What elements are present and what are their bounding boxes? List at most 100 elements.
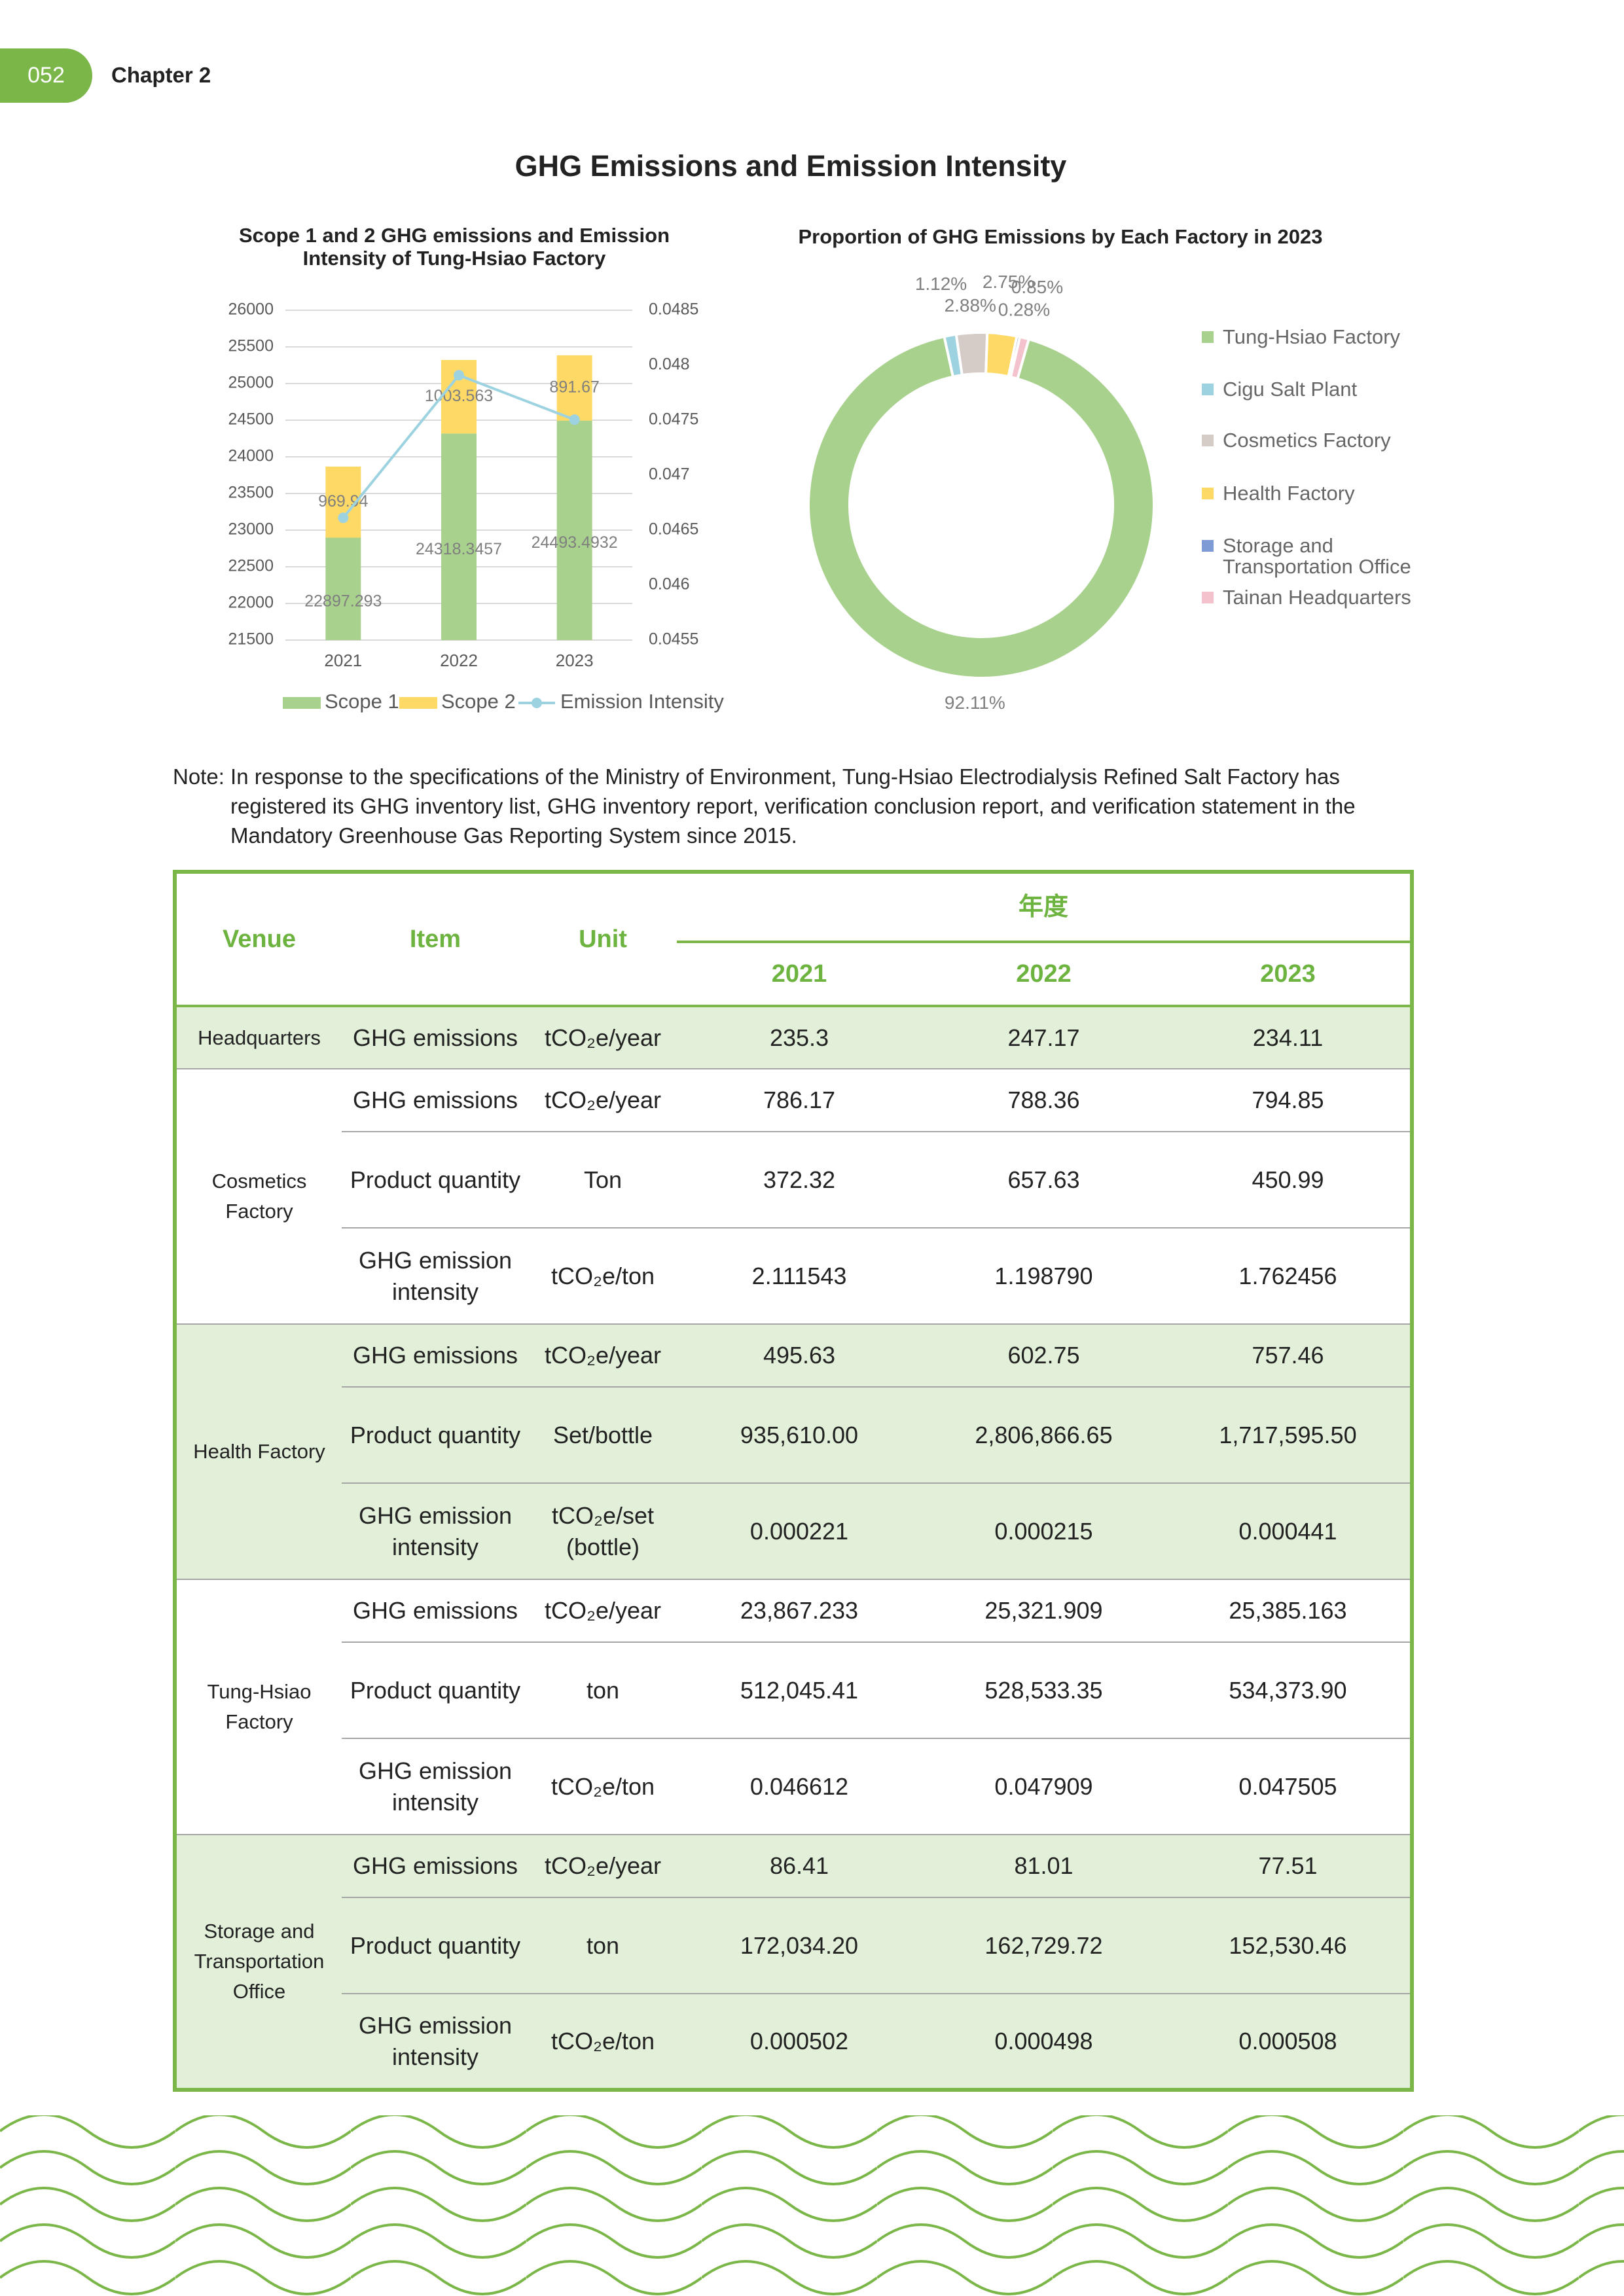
donut-slice	[807, 334, 1155, 679]
table-cell: tCO₂e/year	[529, 1579, 677, 1643]
venue-cell: Tung-Hsiao Factory	[175, 1579, 342, 1835]
table-cell: 794.85	[1166, 1069, 1412, 1132]
legend-label: Cosmetics Factory	[1223, 429, 1391, 452]
line-point	[569, 414, 580, 425]
table-cell: 1.762456	[1166, 1228, 1412, 1325]
table-cell: 0.000498	[922, 1994, 1166, 2090]
table-cell: 1.198790	[922, 1228, 1166, 1325]
table-cell: 0.046612	[677, 1738, 922, 1835]
table-cell: 0.000215	[922, 1483, 1166, 1580]
table-cell: 235.3	[677, 1006, 922, 1069]
table-cell: GHG emissions	[342, 1835, 529, 1898]
table-cell: tCO₂e/year	[529, 1069, 677, 1132]
data-label: 0.28%	[998, 300, 1050, 320]
legend-item: Tung-Hsiao Factory	[1202, 327, 1418, 348]
legend-label: Scope 1	[325, 690, 399, 713]
legend-swatch	[1202, 592, 1214, 603]
donut-slice	[1009, 335, 1031, 381]
table-row: Product quantity Set/bottle 935,610.00 2,80…	[175, 1387, 1412, 1484]
header-row: Venue Item Unit 年度	[175, 872, 1412, 1007]
data-label: 1.12%	[915, 274, 967, 294]
table-cell: 81.01	[922, 1835, 1166, 1898]
header-cell: 年度	[677, 872, 1412, 943]
legend-item: Health Factory	[1202, 483, 1418, 504]
legend-swatch	[399, 697, 437, 709]
y2-tick-label: 0.0465	[649, 520, 698, 539]
y2-tick-label: 0.0485	[649, 300, 698, 319]
table-cell: 2,806,866.65	[922, 1387, 1166, 1484]
table-cell: 0.047505	[1166, 1738, 1412, 1835]
table-row: GHG emission intensity tCO₂e/ton 0.046612 0…	[175, 1738, 1412, 1835]
chart-title: Proportion of GHG Emissions by Each Fact…	[798, 225, 1323, 248]
header-cell: Venue	[175, 872, 342, 1007]
y2-tick-label: 0.047	[649, 465, 690, 484]
table-cell: 450.99	[1166, 1132, 1412, 1229]
legend-swatch	[283, 697, 321, 709]
legend-label: Storage and Transportation Office	[1223, 534, 1411, 578]
data-label: 2.75%	[983, 272, 1034, 292]
table-cell: GHG emission intensity	[342, 1738, 529, 1835]
table-cell: 152,530.46	[1166, 1897, 1412, 1994]
table-cell: tCO₂e/ton	[529, 1738, 677, 1835]
table-row: Product quantity ton 512,045.41 528,533.35 5…	[175, 1642, 1412, 1739]
legend-label: Health Factory	[1223, 482, 1355, 505]
header-cell: 2021	[677, 942, 922, 1007]
table-cell: 788.36	[922, 1069, 1166, 1132]
legend-label: Tung-Hsiao Factory	[1223, 325, 1401, 348]
y-tick-label: 24000	[228, 447, 274, 465]
legend-label: Cigu Salt Plant	[1223, 378, 1358, 401]
y-tick-label: 26000	[228, 300, 274, 319]
line-point	[338, 512, 349, 524]
data-label: 24493.4932	[532, 533, 618, 552]
table-row: Product quantity ton 172,034.20 162,729.72 1…	[175, 1897, 1412, 1994]
table-cell: 25,321.909	[922, 1579, 1166, 1643]
header-cell: Unit	[529, 872, 677, 1007]
y-tick-label: 25500	[228, 337, 274, 355]
table-cell: GHG emissions	[342, 1324, 529, 1388]
table-cell: tCO₂e/year	[529, 1006, 677, 1069]
data-label: 22897.293	[304, 592, 382, 610]
data-label: 24318.3457	[416, 540, 502, 558]
table-row: GHG emission intensity tCO₂e/ton 2.111543 1…	[175, 1228, 1412, 1325]
x-tick-label: 2022	[440, 651, 478, 670]
table-cell: 0.000221	[677, 1483, 922, 1580]
table-cell: GHG emissions	[342, 1069, 529, 1132]
header-cell: 2022	[922, 942, 1166, 1007]
table-cell: 372.32	[677, 1132, 922, 1229]
table-cell: 495.63	[677, 1324, 922, 1388]
table-cell: 528,533.35	[922, 1642, 1166, 1739]
table-cell: 172,034.20	[677, 1897, 922, 1994]
table-row: Product quantity Ton 372.32 657.63 450.99	[175, 1132, 1412, 1229]
note-label: Note:	[173, 764, 225, 789]
table-cell: 1,717,595.50	[1166, 1387, 1412, 1484]
legend-label: Scope 2	[441, 690, 516, 713]
y-tick-label: 21500	[228, 630, 274, 649]
table-cell: GHG emission intensity	[342, 1483, 529, 1580]
table-cell: Ton	[529, 1132, 677, 1229]
table-cell: 234.11	[1166, 1006, 1412, 1069]
table-row: Storage and Transportation Office GHG emi…	[175, 1835, 1412, 2090]
table-cell: ton	[529, 1642, 677, 1739]
header-cell: Item	[342, 872, 529, 1007]
bar-segment	[325, 537, 361, 640]
page-title: GHG Emissions and Emission Intensity	[514, 149, 1067, 183]
header-cell: 2023	[1166, 942, 1412, 1007]
table-cell: 23,867.233	[677, 1579, 922, 1643]
legend-swatch	[1202, 331, 1214, 343]
y-tick-label: 23500	[228, 484, 274, 502]
table-cell: 247.17	[922, 1006, 1166, 1069]
bar-segment	[556, 355, 592, 421]
table-cell: 657.63	[922, 1132, 1166, 1229]
legend-swatch	[1202, 488, 1214, 499]
bar-segment	[556, 420, 592, 640]
table-cell: 162,729.72	[922, 1897, 1166, 1994]
table-cell: Product quantity	[342, 1897, 529, 1994]
table-cell: Product quantity	[342, 1642, 529, 1739]
table-cell: GHG emissions	[342, 1579, 529, 1643]
table-cell: 602.75	[922, 1324, 1166, 1388]
data-table: Venue Item Unit 年度 2021 2022 2023 Headquarters G…	[173, 870, 1414, 2092]
legend-label: Emission Intensity	[560, 690, 724, 713]
header-row: 2021 2022 2023	[175, 942, 1412, 1007]
line-point	[454, 370, 464, 381]
table-cell: 0.000502	[677, 1994, 922, 2090]
